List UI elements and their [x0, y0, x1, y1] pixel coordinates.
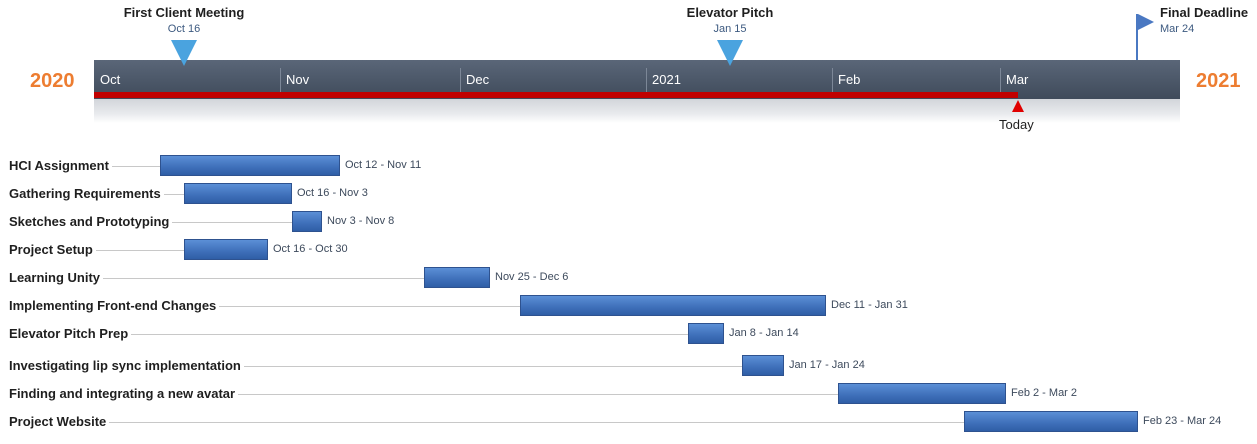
timeline-shadow	[94, 99, 1180, 123]
task-bar[interactable]	[160, 155, 340, 176]
milestone-date: Oct 16	[167, 23, 201, 35]
task-guide-line	[9, 366, 742, 367]
task-guide-line	[9, 394, 838, 395]
flag-pole	[1136, 14, 1138, 60]
task-date-range: Oct 12 - Nov 11	[345, 159, 422, 171]
today-marker-icon	[1012, 100, 1024, 112]
task-label: Implementing Front-end Changes	[9, 298, 220, 313]
month-label: Mar	[1006, 72, 1029, 87]
task-date-range: Nov 3 - Nov 8	[327, 215, 395, 227]
task-guide-line	[9, 306, 520, 307]
month-divider	[1000, 68, 1001, 92]
task-guide-line	[9, 250, 184, 251]
milestone-triangle-icon	[171, 40, 197, 66]
task-label: Sketches and Prototyping	[9, 214, 173, 229]
task-date-range: Jan 17 - Jan 24	[789, 359, 865, 371]
task-label: HCI Assignment	[9, 158, 112, 173]
month-label: Dec	[466, 72, 490, 87]
task-label: Gathering Requirements	[9, 186, 164, 201]
start-year-label: 2020	[30, 70, 75, 92]
month-label: Nov	[286, 72, 310, 87]
task-bar[interactable]	[742, 355, 784, 376]
task-label: Project Setup	[9, 242, 96, 257]
month-divider	[832, 68, 833, 92]
task-label: Finding and integrating a new avatar	[9, 386, 239, 401]
milestone-date: Mar 24	[1160, 23, 1195, 35]
month-label: 2021	[652, 72, 681, 87]
task-date-range: Oct 16 - Nov 3	[297, 187, 368, 199]
task-bar[interactable]	[964, 411, 1138, 432]
task-label: Elevator Pitch Prep	[9, 326, 132, 341]
task-guide-line	[9, 278, 424, 279]
task-bar[interactable]	[688, 323, 724, 344]
month-divider	[460, 68, 461, 92]
flag-icon	[1138, 14, 1154, 30]
task-bar[interactable]	[424, 267, 490, 288]
task-bar[interactable]	[520, 295, 826, 316]
task-bar[interactable]	[838, 383, 1006, 404]
end-year-label: 2021	[1196, 70, 1241, 92]
task-guide-line	[9, 334, 688, 335]
task-guide-line	[9, 422, 964, 423]
task-bar[interactable]	[184, 239, 268, 260]
task-date-range: Nov 25 - Dec 6	[495, 271, 569, 283]
milestone-title: Final Deadline	[1160, 5, 1249, 20]
month-label: Feb	[838, 72, 861, 87]
today-label: Today	[999, 117, 1034, 132]
task-date-range: Oct 16 - Oct 30	[273, 243, 348, 255]
task-date-range: Dec 11 - Jan 31	[831, 299, 908, 311]
task-date-range: Jan 8 - Jan 14	[729, 327, 799, 339]
milestone-triangle-icon	[717, 40, 743, 66]
task-bar[interactable]	[292, 211, 322, 232]
progress-bar	[94, 92, 1018, 98]
task-label: Project Website	[9, 414, 110, 429]
month-divider	[280, 68, 281, 92]
task-date-range: Feb 23 - Mar 24	[1143, 415, 1222, 427]
month-divider	[646, 68, 647, 92]
milestone-date: Jan 15	[713, 23, 747, 35]
month-label: Oct	[100, 72, 121, 87]
task-label: Learning Unity	[9, 270, 104, 285]
task-bar[interactable]	[184, 183, 292, 204]
milestone-title: Elevator Pitch	[686, 5, 774, 20]
task-label: Investigating lip sync implementation	[9, 358, 244, 373]
task-date-range: Feb 2 - Mar 2	[1011, 387, 1078, 399]
milestone-title: First Client Meeting	[123, 5, 245, 20]
